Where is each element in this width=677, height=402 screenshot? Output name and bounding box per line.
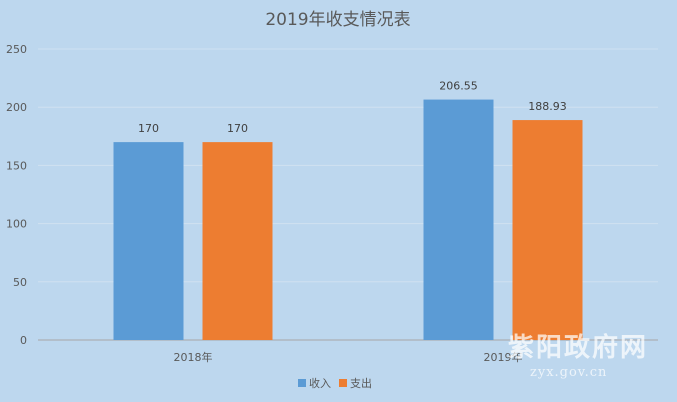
bar [512,120,583,340]
data-label: 206.55 [439,80,478,93]
legend: 收入 支出 [298,376,372,390]
x-axis: 2018年 2019年 [174,350,523,364]
x-tick-label: 2019年 [484,350,523,364]
data-label: 170 [227,122,248,135]
watermark-text: 紫阳政府网 [508,332,648,363]
legend-label: 支出 [350,376,372,390]
y-tick-label: 0 [20,334,27,347]
y-tick-label: 50 [13,276,27,289]
chart-title: 2019年收支情况表 [265,10,410,30]
bar [113,142,184,340]
legend-label: 收入 [309,376,331,390]
bar [202,142,273,340]
y-axis: 0 50 100 150 200 250 [6,43,27,347]
y-tick-label: 100 [6,218,27,231]
y-tick-label: 150 [6,159,27,172]
watermark: 紫阳政府网 zyx.gov.cn [508,332,648,380]
bar [423,99,494,340]
bars: 170 170 206.55 188.93 [113,80,583,340]
data-label: 170 [138,122,159,135]
legend-swatch [298,379,306,387]
watermark-url: zyx.gov.cn [530,365,607,380]
x-tick-label: 2018年 [174,350,213,364]
data-label: 188.93 [528,100,567,113]
y-tick-label: 200 [6,101,27,114]
y-tick-label: 250 [6,43,27,56]
legend-swatch [339,379,347,387]
